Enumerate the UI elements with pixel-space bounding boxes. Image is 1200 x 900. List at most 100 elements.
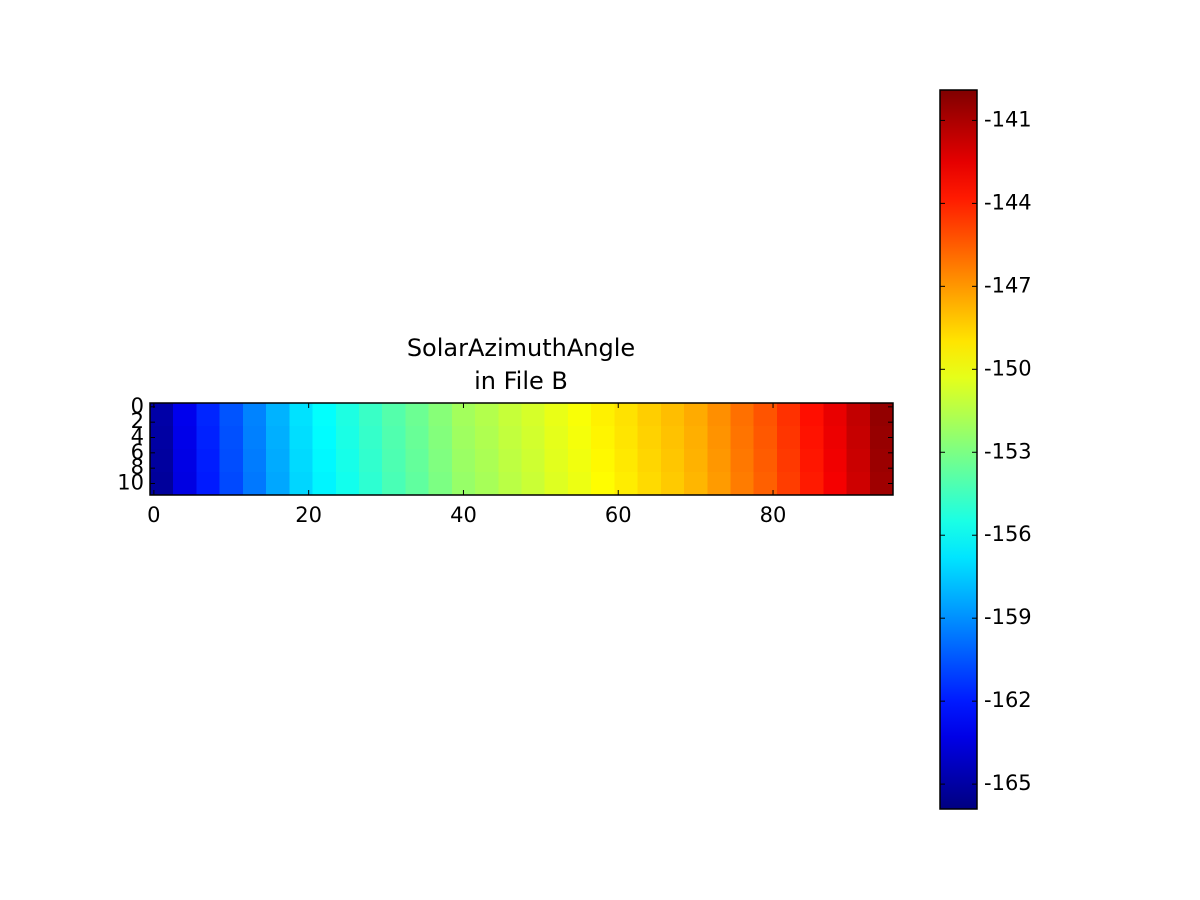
- heatmap-cell: [405, 472, 430, 496]
- heatmap-cell: [451, 403, 476, 427]
- y-tick-label: 10: [117, 471, 144, 495]
- heatmap-cell: [335, 449, 360, 473]
- heatmap-cell: [614, 449, 639, 473]
- heatmap-cell: [358, 403, 383, 427]
- heatmap-cell: [823, 472, 848, 496]
- heatmap-cell: [591, 449, 615, 473]
- heatmap-cell: [660, 426, 685, 450]
- heatmap-cell: [451, 472, 476, 496]
- heatmap-cell: [869, 403, 894, 427]
- heatmap-cell: [800, 449, 824, 473]
- heatmap-cell: [498, 472, 523, 496]
- heatmap-cell: [289, 426, 314, 450]
- y-tick-label: 6: [131, 440, 144, 464]
- heatmap-cell: [521, 472, 546, 496]
- heatmap-cell: [800, 472, 824, 496]
- heatmap-cell: [567, 449, 592, 473]
- heatmap-cell: [312, 472, 337, 496]
- colorbar: [939, 89, 978, 810]
- heatmap-cell: [776, 449, 801, 473]
- heatmap-cell: [150, 426, 174, 450]
- heatmap-cell: [266, 449, 290, 473]
- heatmap-cell: [707, 472, 732, 496]
- heatmap-cell: [358, 449, 383, 473]
- heatmap-cell: [266, 472, 290, 496]
- heatmap-cell: [219, 449, 244, 473]
- heatmap-cell: [567, 426, 592, 450]
- heatmap-cell: [405, 403, 430, 427]
- heatmap-cell: [289, 403, 314, 427]
- heatmap-cell: [428, 426, 453, 450]
- heatmap-cell: [684, 426, 708, 450]
- heatmap-cell: [382, 449, 407, 473]
- heatmap-cell: [823, 449, 848, 473]
- heatmap-cell: [266, 426, 290, 450]
- heatmap-cell: [753, 426, 778, 450]
- heatmap-cell: [428, 403, 453, 427]
- y-tick-label: 4: [131, 425, 144, 449]
- heatmap-cell: [544, 403, 569, 427]
- heatmap-cell: [544, 449, 569, 473]
- heatmap-cell: [776, 426, 801, 450]
- colorbar-tick-label: -153: [984, 439, 1032, 463]
- y-tick-label: 2: [131, 409, 144, 433]
- heatmap-cell: [150, 449, 174, 473]
- colorbar-tick-label: -165: [984, 771, 1032, 795]
- heatmap-cell: [707, 426, 732, 450]
- heatmap-cell: [567, 403, 592, 427]
- heatmap-cell: [591, 403, 615, 427]
- heatmap-cell: [382, 403, 407, 427]
- heatmap-cell: [776, 403, 801, 427]
- heatmap-cell: [498, 403, 523, 427]
- heatmap-cell: [660, 449, 685, 473]
- heatmap-cell: [405, 449, 430, 473]
- heatmap-cell: [335, 472, 360, 496]
- heatmap-cell: [475, 472, 499, 496]
- heatmap-cell: [196, 472, 221, 496]
- heatmap-cell: [846, 426, 871, 450]
- heatmap-cell: [730, 403, 755, 427]
- heatmap-cell: [498, 449, 523, 473]
- heatmap-cell: [753, 472, 778, 496]
- x-tick-label: 40: [450, 503, 477, 527]
- colorbar-tick-label: -147: [984, 273, 1032, 297]
- heatmap-cell: [521, 403, 546, 427]
- heatmap-cell: [869, 426, 894, 450]
- heatmap-cell: [312, 426, 337, 450]
- heatmap-cell: [219, 472, 244, 496]
- heatmap-cell: [684, 472, 708, 496]
- colorbar-tick-label: -144: [984, 190, 1032, 214]
- heatmap-cell: [614, 403, 639, 427]
- heatmap-cell: [660, 472, 685, 496]
- heatmap-cell: [289, 449, 314, 473]
- heatmap-cell: [637, 472, 662, 496]
- heatmap: [150, 403, 894, 496]
- heatmap-cell: [312, 449, 337, 473]
- heatmap-cell: [637, 403, 662, 427]
- heatmap-cell: [312, 403, 337, 427]
- heatmap-cell: [753, 449, 778, 473]
- heatmap-cell: [846, 472, 871, 496]
- heatmap-cell: [869, 449, 894, 473]
- heatmap-cell: [684, 403, 708, 427]
- heatmap-cell: [846, 449, 871, 473]
- heatmap-cell: [428, 472, 453, 496]
- heatmap-cell: [637, 426, 662, 450]
- heatmap-cell: [335, 426, 360, 450]
- heatmap-cell: [660, 403, 685, 427]
- axes-frame: [149, 402, 894, 496]
- heatmap-cell: [150, 472, 174, 496]
- heatmap-cell: [567, 472, 592, 496]
- heatmap-cell: [358, 426, 383, 450]
- heatmap-cell: [219, 426, 244, 450]
- x-tick-label: 20: [295, 503, 322, 527]
- heatmap-cell: [591, 426, 615, 450]
- chart-title: in File B: [474, 367, 568, 395]
- heatmap-cell: [776, 472, 801, 496]
- heatmap-cell: [475, 426, 499, 450]
- heatmap-cell: [242, 426, 267, 450]
- y-tick-label: 0: [131, 394, 144, 418]
- heatmap-cell: [637, 449, 662, 473]
- heatmap-cell: [196, 426, 221, 450]
